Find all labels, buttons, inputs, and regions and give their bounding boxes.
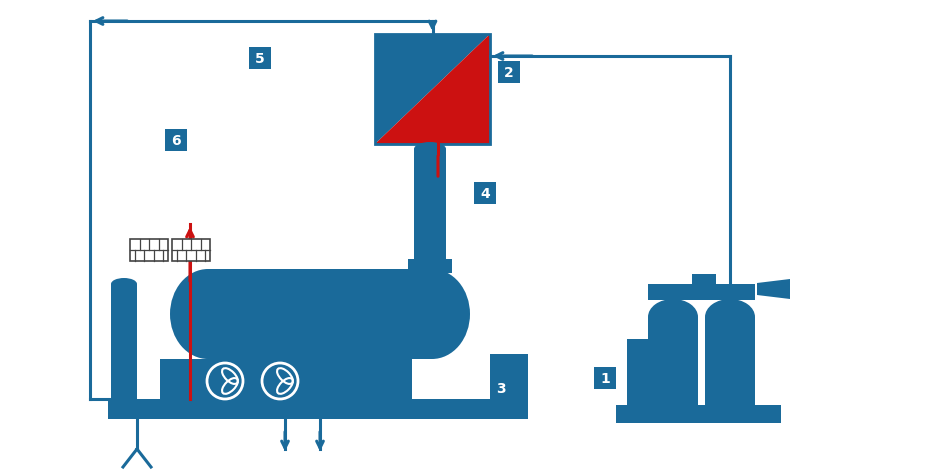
Bar <box>375 35 490 145</box>
Bar <box>490 354 528 419</box>
Bar <box>160 359 182 401</box>
Bar <box>648 284 754 300</box>
Text: 1: 1 <box>599 371 609 385</box>
Ellipse shape <box>704 299 754 335</box>
Bar <box>208 269 431 359</box>
Text: 6: 6 <box>171 134 180 148</box>
Bar <box>408 259 451 273</box>
Bar <box>704 317 754 407</box>
Bar <box>615 405 780 423</box>
Text: 5: 5 <box>255 52 264 66</box>
Bar <box>691 275 716 300</box>
Bar <box>110 284 137 414</box>
Text: 3: 3 <box>496 381 505 395</box>
Bar <box>626 339 656 407</box>
Ellipse shape <box>648 299 698 335</box>
Bar <box>165 130 187 152</box>
Bar <box>594 367 615 389</box>
Ellipse shape <box>394 269 469 359</box>
Ellipse shape <box>110 278 137 290</box>
Bar <box>474 183 496 205</box>
Ellipse shape <box>413 143 446 157</box>
Bar <box>648 317 698 407</box>
Bar <box>248 48 271 70</box>
Text: 2: 2 <box>503 66 514 80</box>
Ellipse shape <box>170 269 245 359</box>
Ellipse shape <box>626 339 656 367</box>
Bar <box>490 377 512 399</box>
Bar <box>172 239 210 261</box>
Bar <box>413 149 446 269</box>
Text: 4: 4 <box>480 187 489 200</box>
Bar <box>130 239 168 261</box>
Bar <box>108 399 493 419</box>
Bar <box>497 62 519 84</box>
Polygon shape <box>375 35 490 145</box>
Bar <box>390 359 412 401</box>
Polygon shape <box>375 35 490 145</box>
Polygon shape <box>756 279 789 299</box>
Bar <box>275 359 296 401</box>
Bar <box>170 359 395 401</box>
